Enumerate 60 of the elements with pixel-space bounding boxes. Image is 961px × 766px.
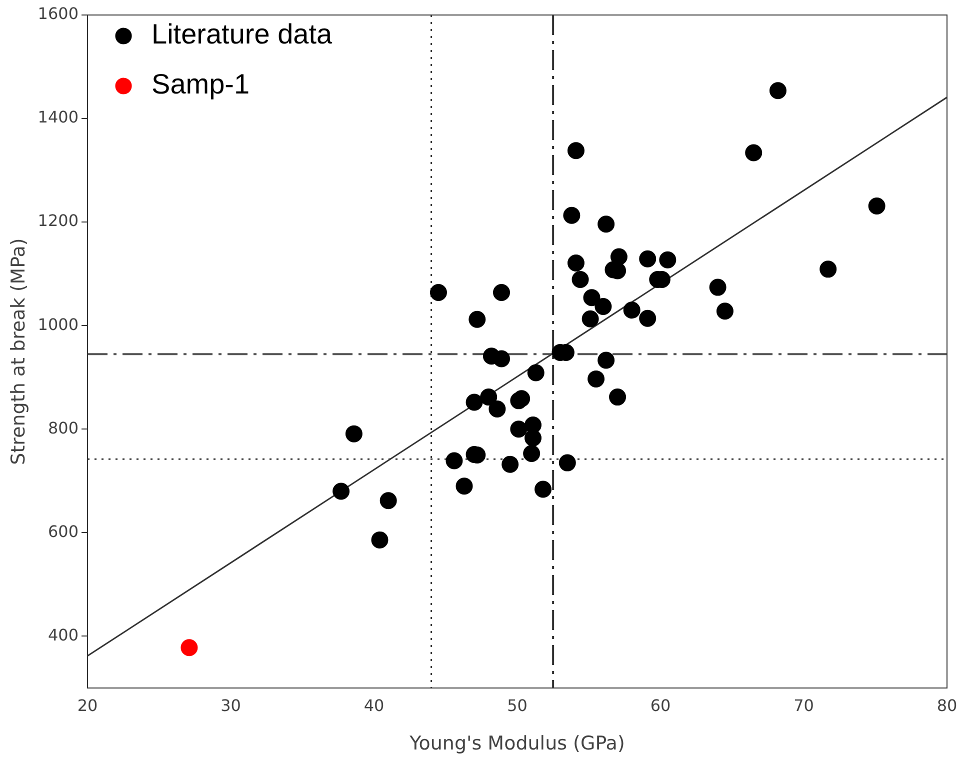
point [623, 302, 640, 319]
point [639, 310, 656, 327]
point [493, 284, 510, 301]
x-tick-label: 40 [364, 696, 384, 715]
x-tick-label: 70 [794, 696, 814, 715]
y-tick-label: 1200 [38, 211, 79, 230]
point [567, 142, 584, 160]
y-tick-label: 600 [48, 522, 79, 541]
point [716, 302, 734, 320]
point [598, 216, 615, 233]
y-axis-title: Strength at break (MPa) [7, 238, 30, 465]
point [594, 298, 612, 315]
x-tick-label: 20 [77, 696, 98, 715]
point [332, 482, 350, 500]
point [468, 310, 486, 328]
point [769, 82, 786, 100]
point [527, 364, 544, 382]
point [371, 531, 388, 548]
point [745, 144, 762, 162]
y-tick-label: 800 [48, 418, 79, 438]
point [480, 388, 498, 406]
point [493, 350, 510, 368]
point [345, 425, 362, 442]
point [709, 278, 726, 296]
point [430, 284, 447, 301]
x-tick-label: 60 [650, 696, 671, 715]
x-tick-label: 80 [936, 696, 958, 715]
point [582, 310, 599, 328]
point [513, 390, 530, 408]
y-tick-label: 1000 [38, 314, 79, 334]
y-tick-label: 400 [48, 625, 79, 644]
y-tick-label: 1600 [38, 4, 79, 24]
point [466, 394, 483, 411]
point [456, 478, 473, 495]
point [868, 198, 886, 215]
point [639, 250, 656, 268]
point [609, 388, 626, 406]
legend-label: Literature data [152, 18, 333, 50]
x-axis-title: Young's Modulus (GPa) [408, 732, 625, 755]
point [598, 352, 615, 369]
point [588, 370, 605, 388]
point [488, 400, 506, 418]
x-tick-label: 50 [507, 696, 528, 715]
point [820, 260, 837, 278]
point [180, 639, 198, 656]
point [558, 454, 576, 472]
point [572, 271, 589, 288]
point [523, 444, 540, 462]
point [583, 289, 600, 306]
x-tick-label: 30 [220, 696, 241, 715]
point [659, 251, 676, 268]
point [446, 452, 463, 470]
point [534, 480, 552, 498]
point [502, 456, 519, 473]
y-tick-label: 1400 [38, 108, 79, 127]
point [380, 492, 397, 510]
point [567, 254, 584, 272]
legend-label: Samp-1 [152, 68, 250, 100]
point [563, 206, 580, 224]
point [510, 420, 528, 438]
